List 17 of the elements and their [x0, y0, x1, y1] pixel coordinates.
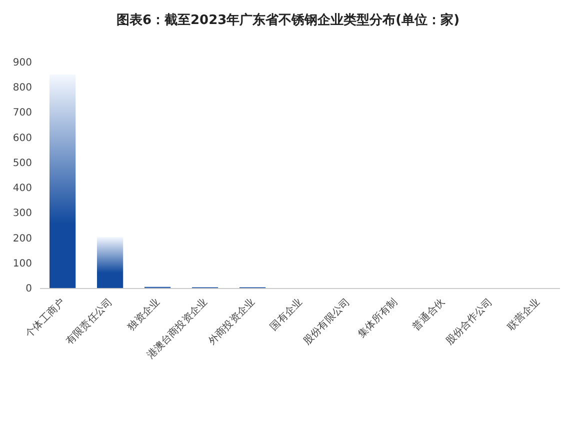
y-tick-label: 300	[12, 208, 32, 220]
y-tick-label: 600	[12, 132, 32, 144]
y-tick-label: 900	[12, 58, 32, 68]
x-tick-label: 外商投资企业	[206, 296, 258, 348]
bar	[96, 237, 124, 288]
x-tick-label: 独资企业	[125, 296, 162, 333]
y-tick-label: 500	[12, 158, 32, 169]
x-tick-label: 联营企业	[505, 296, 542, 333]
y-tick-label: 100	[12, 258, 32, 270]
y-tick-label: 700	[12, 108, 32, 119]
y-tick-label: 800	[12, 82, 32, 94]
y-tick-label: 400	[12, 183, 32, 194]
x-tick-label: 集体所有制	[356, 296, 400, 340]
y-tick-label: 0	[26, 284, 32, 294]
y-tick-label: 200	[12, 233, 32, 244]
chart-title: 图表6：截至2023年广东省不锈钢企业类型分布(单位：家)	[116, 12, 460, 28]
bar	[50, 74, 76, 288]
